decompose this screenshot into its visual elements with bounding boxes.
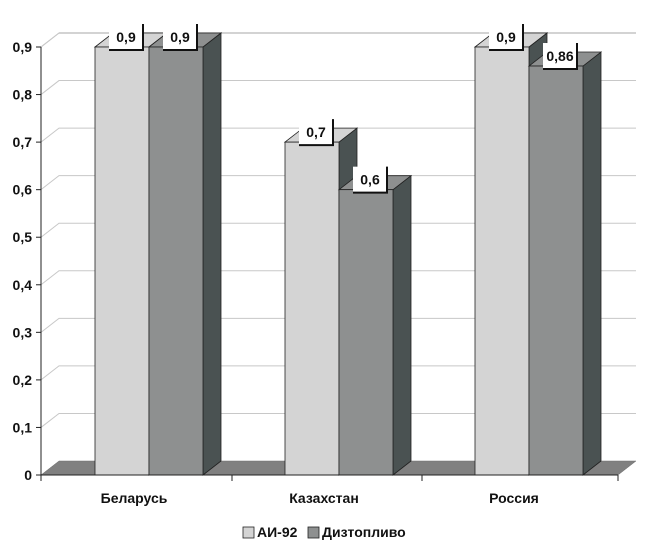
data-label-text: 0,86 [546, 48, 573, 64]
gridline [40, 175, 636, 191]
bar-front [338, 189, 394, 476]
bar-group [93, 32, 603, 476]
data-label-box [163, 24, 197, 50]
y-tick-label: 0,9 [13, 39, 33, 55]
bar-front [148, 46, 204, 476]
bar-side [392, 174, 412, 476]
gridline [40, 365, 636, 381]
y-tick-label: 0,5 [13, 229, 33, 245]
bar-front [94, 46, 150, 476]
data-label-box [109, 24, 143, 50]
legend-label-0: АИ-92 [257, 524, 298, 540]
bar-1-0 [147, 32, 223, 476]
data-label-text: 0,9 [116, 29, 136, 45]
y-tick-label: 0,4 [13, 277, 33, 293]
bar-side [202, 32, 222, 476]
side-wall-outline [40, 32, 60, 475]
data-label-text: 0,6 [360, 172, 380, 188]
y-tick-label: 0,6 [13, 182, 33, 198]
data-label-box [353, 166, 387, 193]
gridline [40, 127, 636, 143]
data-label-box [299, 119, 333, 146]
data-label-1-1: 0,6 [353, 166, 388, 194]
data-label-text: 0,7 [306, 124, 326, 140]
data-label-text: 0,9 [496, 29, 516, 45]
category-label: Казахстан [289, 490, 359, 506]
gridline [40, 80, 636, 95]
data-label-box [489, 24, 523, 50]
bar-front [474, 46, 530, 476]
y-axis: 0 0,1 0,2 0,3 0,4 0,5 0,6 0,7 0,8 0,9 [13, 39, 618, 483]
gridline [40, 270, 636, 286]
legend-swatch-1 [307, 526, 320, 539]
gridline [40, 32, 636, 48]
data-labels: 0,9 0,9 0,7 0,6 0,9 0,86 [109, 24, 578, 194]
legend-swatch-0 [242, 526, 255, 539]
data-label-shadow [109, 24, 144, 51]
data-label-0-0: 0,9 [109, 24, 144, 51]
data-label-box [543, 43, 577, 70]
data-label-shadow [299, 119, 334, 147]
bar-side [582, 51, 602, 476]
bar-1-2 [527, 51, 603, 476]
bar-front [528, 65, 584, 476]
gridline [40, 317, 636, 333]
legend-label-1: Дизтопливо [322, 524, 406, 540]
category-label: Россия [489, 490, 539, 506]
y-tick-label: 0,1 [13, 419, 33, 435]
gridline [40, 412, 636, 428]
legend: АИ-92 Дизтопливо [242, 524, 406, 540]
data-label-text: 0,9 [170, 29, 190, 45]
data-label-shadow [353, 166, 388, 194]
data-label-shadow [489, 24, 524, 51]
y-tick-label: 0,3 [13, 324, 33, 340]
y-tick-label: 0,8 [13, 87, 33, 103]
data-label-shadow [543, 43, 578, 71]
data-label-1-0: 0,9 [163, 24, 198, 51]
y-tick-label: 0,7 [13, 134, 33, 150]
y-tick-label: 0 [24, 467, 32, 483]
y-tick-label: 0,2 [13, 372, 33, 388]
data-label-1-2: 0,86 [543, 43, 578, 71]
data-label-0-2: 0,9 [489, 24, 524, 51]
category-label: Беларусь [101, 490, 168, 506]
bar-1-1 [337, 174, 413, 476]
bar-front [284, 141, 340, 476]
data-label-shadow [163, 24, 198, 51]
gridline [40, 222, 636, 238]
x-axis: Беларусь Казахстан Россия [40, 475, 619, 506]
data-label-0-1: 0,7 [299, 119, 334, 147]
